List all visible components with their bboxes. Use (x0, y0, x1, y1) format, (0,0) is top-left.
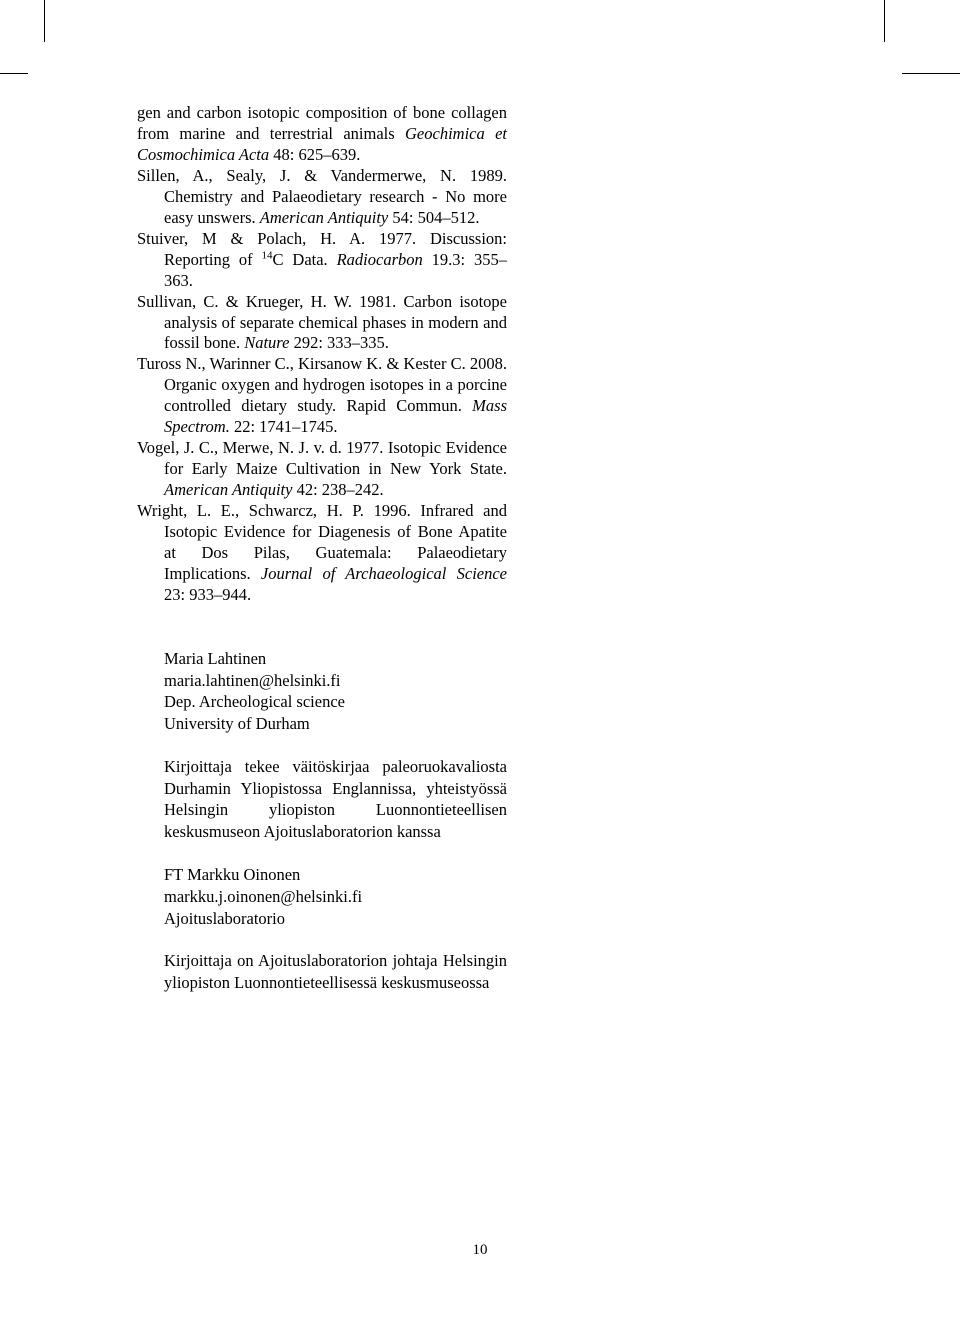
crop-mark (902, 73, 960, 74)
reference-text: Nature (244, 333, 289, 352)
references-list: gen and carbon isotopic composition of b… (137, 103, 507, 606)
page-content: gen and carbon isotopic composition of b… (137, 103, 507, 994)
author-line: University of Durham (164, 713, 507, 735)
reference-text: C Data. (273, 250, 337, 269)
reference-text: 42: 238–242. (292, 480, 383, 499)
reference-entry: gen and carbon isotopic composition of b… (137, 103, 507, 166)
reference-entry: Tuross N., Warinner C., Kirsanow K. & Ke… (137, 354, 507, 438)
crop-mark (44, 0, 45, 42)
author-block: Kirjoittaja on Ajoituslaboratorion johta… (164, 950, 507, 994)
reference-text: American Antiquity (260, 208, 388, 227)
crop-mark (0, 73, 28, 74)
reference-entry: Vogel, J. C., Merwe, N. J. v. d. 1977. I… (137, 438, 507, 501)
author-line: maria.lahtinen@helsinki.fi (164, 670, 507, 692)
reference-text: 48: 625–639. (269, 145, 360, 164)
reference-text: Vogel, J. C., Merwe, N. J. v. d. 1977. I… (137, 438, 507, 478)
author-block: Maria Lahtinenmaria.lahtinen@helsinki.fi… (164, 648, 507, 735)
crop-mark (884, 0, 885, 42)
author-line: markku.j.oinonen@helsinki.fi (164, 886, 507, 908)
reference-entry: Wright, L. E., Schwarcz, H. P. 1996. Inf… (137, 501, 507, 606)
reference-entry: Sullivan, C. & Krueger, H. W. 1981. Carb… (137, 292, 507, 355)
reference-text: 14 (262, 249, 273, 261)
reference-text: American Antiquity (164, 480, 292, 499)
reference-text: 23: 933–944. (164, 585, 251, 604)
reference-text: 54: 504–512. (388, 208, 479, 227)
reference-entry: Stuiver, M & Polach, H. A. 1977. Discuss… (137, 229, 507, 292)
author-block: Kirjoittaja tekee väitöskirjaa paleoruok… (164, 756, 507, 843)
author-line: Ajoituslaboratorio (164, 908, 507, 930)
reference-text: Radiocarbon (337, 250, 423, 269)
author-line: Maria Lahtinen (164, 648, 507, 670)
reference-text: 22: 1741–1745. (230, 417, 338, 436)
reference-entry: Sillen, A., Sealy, J. & Vandermerwe, N. … (137, 166, 507, 229)
reference-text: Tuross N., Warinner C., Kirsanow K. & Ke… (137, 354, 507, 415)
author-section: Maria Lahtinenmaria.lahtinen@helsinki.fi… (137, 648, 507, 994)
author-line: Dep. Archeological science (164, 691, 507, 713)
reference-text: Journal of Archaeological Science (261, 564, 507, 583)
reference-text: 292: 333–335. (289, 333, 388, 352)
author-line: FT Markku Oinonen (164, 864, 507, 886)
author-block: FT Markku Oinonenmarkku.j.oinonen@helsin… (164, 864, 507, 929)
page-number: 10 (0, 1242, 960, 1259)
